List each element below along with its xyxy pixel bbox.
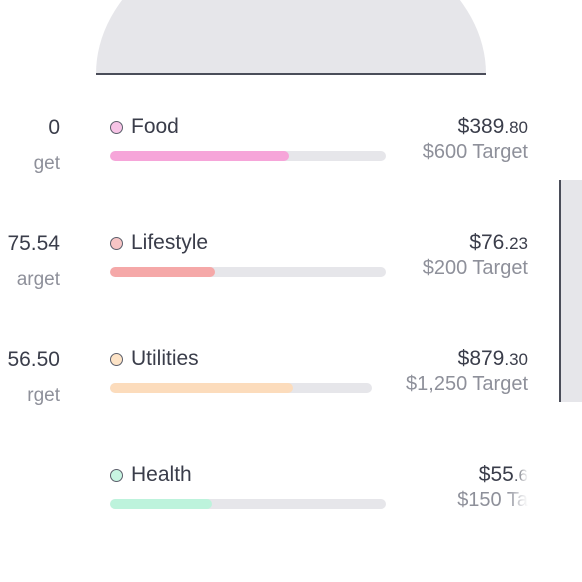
category-name: Utilities (131, 347, 199, 370)
spent-amount: $55.6 (479, 463, 528, 487)
category-color-dot-icon (110, 120, 123, 134)
amount-cents: .23 (504, 234, 528, 253)
category-color-dot-icon (110, 236, 123, 250)
target-amount: $1,250 Target (406, 373, 528, 395)
partial-target: arget (16, 269, 60, 290)
category-row-health[interactable]: Health $55.6 $150 Ta (110, 463, 528, 533)
spent-amount: $389.80 (458, 115, 528, 139)
progress-bar (110, 151, 386, 161)
amount-dollars: $879 (457, 347, 505, 370)
partial-target: rget (27, 385, 60, 406)
progress-bar (110, 267, 386, 277)
category-color-dot-icon (110, 352, 123, 366)
target-amount: $600 Target (422, 141, 528, 163)
progress-fill (110, 267, 215, 277)
background-divider-line-right (559, 180, 561, 402)
background-arc-top (96, 0, 486, 74)
target-amount: $150 Ta (457, 489, 528, 511)
amount-dollars: $55 (478, 463, 514, 486)
progress-bar (110, 499, 386, 509)
amount-cents: .80 (504, 118, 528, 137)
progress-fill (110, 499, 213, 509)
progress-bar (110, 383, 372, 393)
amount-dollars: $76 (469, 231, 505, 254)
amount-dollars: $389 (457, 115, 505, 138)
category-name: Lifestyle (131, 231, 209, 254)
category-label: Health (110, 463, 192, 487)
category-row-food[interactable]: Food $389.80 $600 Target (110, 115, 528, 185)
partial-target: get (33, 153, 60, 174)
category-row-lifestyle[interactable]: Lifestyle $76.23 $200 Target (110, 231, 528, 301)
partial-amount: 56.50 (7, 348, 60, 371)
category-label: Lifestyle (110, 231, 208, 255)
category-name: Food (131, 115, 179, 138)
spent-amount: $879.30 (458, 347, 528, 371)
amount-cents: .30 (504, 350, 528, 369)
category-color-dot-icon (110, 468, 123, 482)
partial-amount: 0 (48, 116, 60, 139)
category-row-utilities[interactable]: Utilities $879.30 $1,250 Target (110, 347, 528, 417)
partial-amount: 75.54 (7, 232, 60, 255)
partial-left-column: 0 get 75.54 arget 56.50 rget (0, 0, 64, 582)
category-name: Health (131, 463, 192, 486)
category-label: Food (110, 115, 179, 139)
target-amount: $200 Target (422, 257, 528, 279)
spent-amount: $76.23 (469, 231, 528, 255)
amount-cents: .6 (513, 466, 528, 485)
progress-fill (110, 383, 294, 393)
progress-fill (110, 151, 290, 161)
category-label: Utilities (110, 347, 199, 371)
background-divider-line (96, 73, 486, 75)
background-arc-right (560, 180, 582, 402)
